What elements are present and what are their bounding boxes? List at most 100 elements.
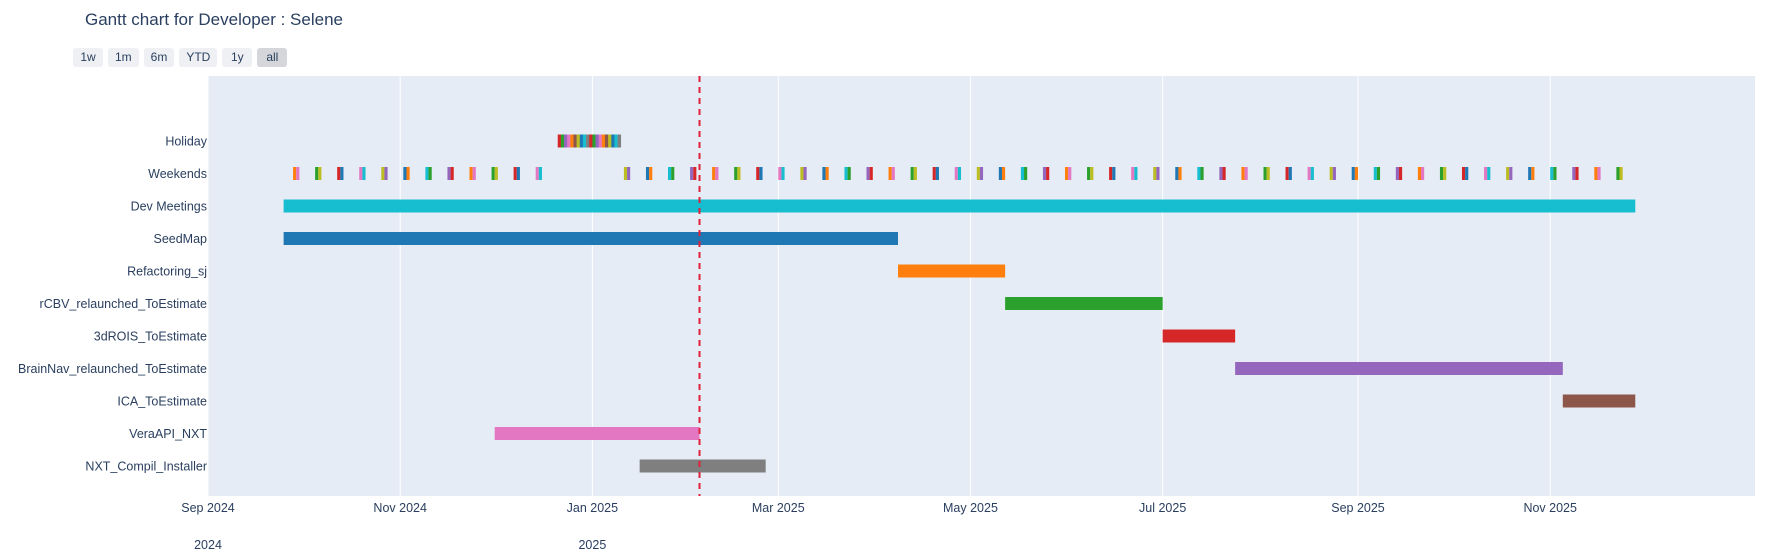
weekend-bar[interactable]: [1487, 167, 1491, 180]
weekend-bar[interactable]: [1222, 167, 1226, 180]
task-bar-ica-toestimate[interactable]: [1562, 394, 1636, 408]
weekend-bar[interactable]: [1109, 167, 1113, 180]
weekend-bar[interactable]: [406, 167, 410, 180]
weekend-bar[interactable]: [957, 167, 962, 180]
weekend-bar[interactable]: [1046, 167, 1050, 180]
weekend-bar[interactable]: [1465, 167, 1469, 180]
weekend-bar[interactable]: [998, 167, 1002, 180]
weekend-bar[interactable]: [516, 167, 520, 180]
holiday-bar[interactable]: [614, 134, 618, 148]
weekend-bar[interactable]: [1398, 167, 1403, 180]
weekend-bar[interactable]: [318, 167, 322, 180]
weekend-bar[interactable]: [1329, 167, 1333, 180]
weekend-bar[interactable]: [1263, 167, 1267, 180]
task-bar-rcbv-relaunched-toestimate[interactable]: [1005, 297, 1163, 310]
weekend-bar[interactable]: [645, 167, 650, 180]
weekend-bar[interactable]: [756, 167, 760, 180]
holiday-bar[interactable]: [576, 134, 581, 148]
weekend-bar[interactable]: [1307, 167, 1311, 180]
weekend-bar[interactable]: [1090, 167, 1094, 180]
weekend-bar[interactable]: [800, 167, 804, 180]
weekend-bar[interactable]: [362, 167, 366, 180]
task-bar-nxt-compil-installer[interactable]: [639, 459, 766, 473]
weekend-bar[interactable]: [1575, 167, 1579, 180]
weekend-bar[interactable]: [296, 167, 300, 180]
weekend-bar[interactable]: [1550, 167, 1554, 180]
holiday-bar[interactable]: [560, 134, 565, 148]
weekend-bar[interactable]: [1001, 167, 1006, 180]
weekend-bar[interactable]: [712, 167, 716, 180]
weekend-bar[interactable]: [381, 167, 385, 180]
weekend-bar[interactable]: [469, 167, 473, 180]
weekend-bar[interactable]: [1619, 167, 1623, 180]
weekend-bar[interactable]: [315, 167, 319, 180]
weekend-bar[interactable]: [866, 167, 870, 180]
task-bar-refactoring-sj[interactable]: [898, 264, 1006, 278]
weekend-bar[interactable]: [1175, 167, 1179, 180]
weekend-bar[interactable]: [844, 167, 848, 180]
holiday-bar[interactable]: [582, 134, 587, 148]
weekend-bar[interactable]: [1068, 167, 1072, 180]
weekend-bar[interactable]: [1024, 167, 1028, 180]
weekend-bar[interactable]: [1197, 167, 1201, 180]
weekend-bar[interactable]: [690, 167, 694, 180]
weekend-bar[interactable]: [734, 167, 738, 180]
weekend-bar[interactable]: [1373, 167, 1377, 180]
weekend-bar[interactable]: [293, 167, 297, 180]
weekend-bar[interactable]: [1572, 167, 1576, 180]
weekend-bar[interactable]: [1285, 167, 1289, 180]
holiday-bar[interactable]: [617, 134, 622, 148]
weekend-bar[interactable]: [425, 167, 429, 180]
weekend-bar[interactable]: [781, 167, 785, 180]
weekend-bar[interactable]: [1354, 167, 1359, 180]
weekend-bar[interactable]: [1042, 167, 1047, 180]
weekend-bar[interactable]: [447, 167, 451, 180]
weekend-bar[interactable]: [1509, 167, 1513, 180]
weekend-bar[interactable]: [825, 167, 829, 180]
task-bar-dev-meetings[interactable]: [283, 199, 1636, 213]
weekend-bar[interactable]: [1395, 167, 1399, 180]
weekend-bar[interactable]: [1594, 167, 1598, 180]
weekend-bar[interactable]: [932, 167, 936, 180]
weekend-bar[interactable]: [1310, 167, 1314, 180]
weekend-bar[interactable]: [494, 167, 498, 180]
weekend-bar[interactable]: [1616, 167, 1620, 180]
holiday-bar[interactable]: [598, 134, 603, 148]
weekend-bar[interactable]: [1288, 167, 1292, 180]
weekend-bar[interactable]: [623, 167, 628, 180]
range-button-all[interactable]: all: [257, 48, 288, 67]
weekend-bar[interactable]: [1156, 167, 1160, 180]
weekend-bar[interactable]: [910, 167, 914, 180]
weekend-bar[interactable]: [1484, 167, 1488, 180]
weekend-bar[interactable]: [1443, 167, 1447, 180]
weekend-bar[interactable]: [1131, 167, 1135, 180]
weekend-bar[interactable]: [888, 167, 892, 180]
holiday-bar[interactable]: [592, 134, 596, 148]
weekend-bar[interactable]: [668, 167, 672, 180]
weekend-bar[interactable]: [1134, 167, 1138, 180]
holiday-bar[interactable]: [570, 134, 574, 148]
weekend-bar[interactable]: [1200, 167, 1204, 180]
weekend-bar[interactable]: [822, 167, 826, 180]
weekend-bar[interactable]: [869, 167, 873, 180]
weekend-bar[interactable]: [891, 167, 895, 180]
range-button-6m[interactable]: 6m: [143, 48, 175, 67]
weekend-bar[interactable]: [337, 167, 341, 180]
weekend-bar[interactable]: [1266, 167, 1270, 180]
weekend-bar[interactable]: [1417, 167, 1422, 180]
range-button-1w[interactable]: 1w: [73, 48, 103, 67]
weekend-bar[interactable]: [1153, 167, 1157, 180]
weekend-bar[interactable]: [538, 167, 542, 180]
weekend-bar[interactable]: [1178, 167, 1182, 180]
holiday-bar[interactable]: [579, 134, 584, 148]
weekend-bar[interactable]: [1553, 167, 1557, 180]
weekend-bar[interactable]: [491, 167, 495, 180]
weekend-bar[interactable]: [1531, 167, 1535, 180]
weekend-bar[interactable]: [403, 167, 407, 180]
weekend-bar[interactable]: [649, 167, 653, 180]
weekend-bar[interactable]: [976, 167, 980, 180]
holiday-bar[interactable]: [611, 134, 615, 148]
weekend-bar[interactable]: [737, 167, 741, 180]
weekend-bar[interactable]: [627, 167, 631, 180]
holiday-bar[interactable]: [601, 134, 606, 148]
